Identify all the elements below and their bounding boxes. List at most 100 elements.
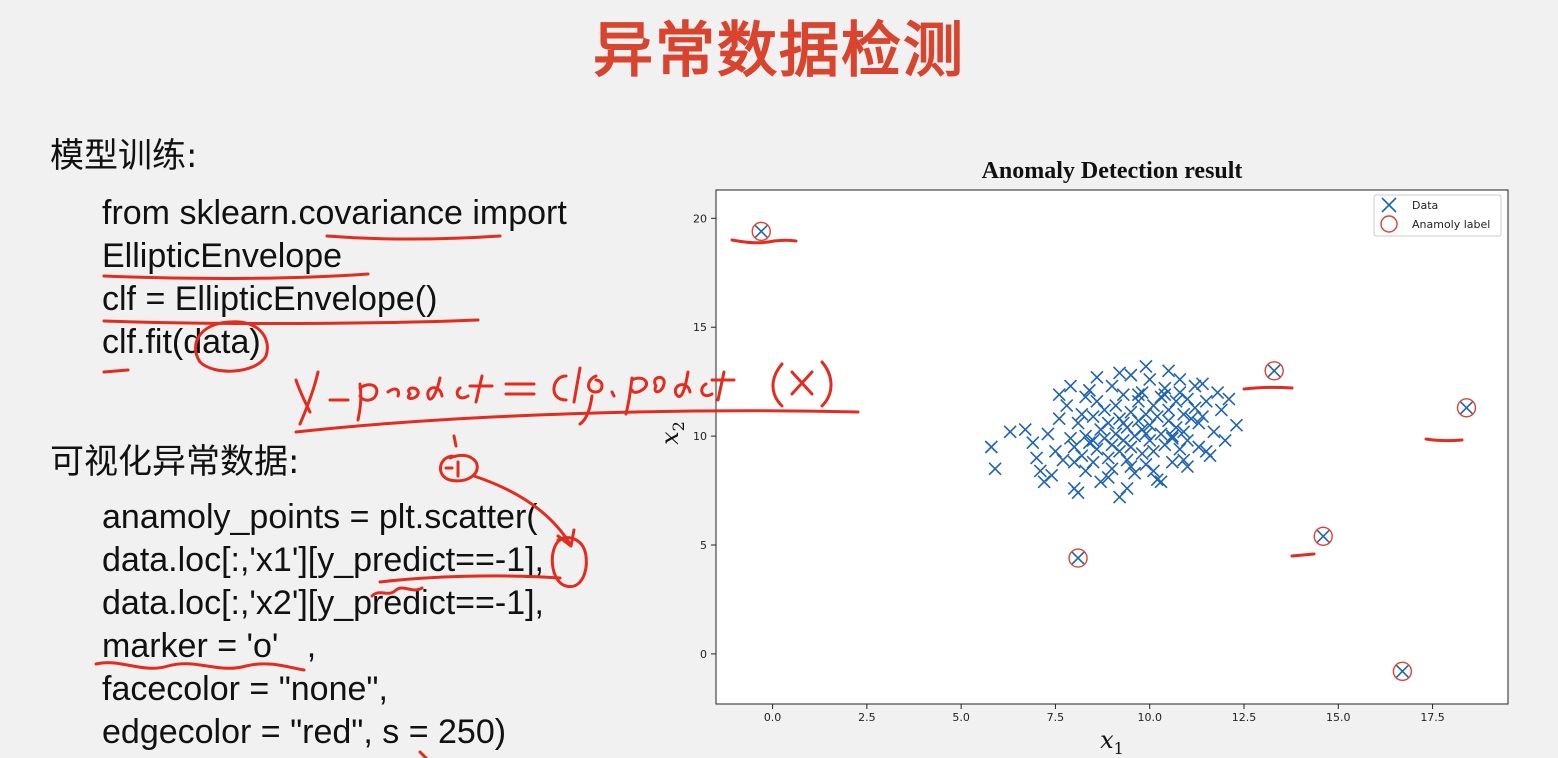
data-point bbox=[1041, 427, 1055, 441]
legend-box bbox=[1373, 194, 1502, 237]
data-point bbox=[1075, 407, 1089, 421]
data-point bbox=[1112, 366, 1127, 380]
data-point bbox=[1146, 399, 1161, 413]
data-point bbox=[1116, 388, 1130, 402]
code-line: data.loc[:,'x2'][y_predict==-1], bbox=[102, 584, 544, 622]
data-point bbox=[1154, 427, 1168, 441]
data-point bbox=[1165, 455, 1179, 469]
section-heading-visualize: 可视化异常数据: bbox=[50, 442, 300, 482]
x-tick-label: 12.5 bbox=[1232, 711, 1257, 724]
anomaly-circle bbox=[1392, 661, 1413, 682]
data-point bbox=[1158, 388, 1172, 402]
data-point bbox=[1146, 444, 1161, 458]
data-point bbox=[1124, 368, 1138, 382]
data-point bbox=[1018, 423, 1032, 437]
section-heading-model-training: 模型训练: bbox=[50, 136, 198, 176]
code-line: from sklearn.covariance import bbox=[102, 194, 567, 232]
data-point bbox=[1169, 394, 1183, 408]
data-point bbox=[1199, 394, 1213, 408]
code-line: marker = 'o' , bbox=[102, 627, 317, 665]
data-point bbox=[1165, 429, 1179, 443]
slide-title: 异常数据检测 bbox=[593, 16, 965, 86]
data-point bbox=[1071, 486, 1085, 500]
data-point bbox=[1135, 385, 1149, 400]
data-point bbox=[1090, 370, 1104, 384]
data-point bbox=[1139, 407, 1153, 421]
data-point bbox=[1158, 381, 1172, 395]
data-point bbox=[1173, 442, 1187, 456]
data-point bbox=[1177, 425, 1191, 439]
legend-label-data: Data bbox=[1412, 199, 1438, 212]
x-tick-label: 7.5 bbox=[1047, 711, 1065, 724]
data-point bbox=[1048, 444, 1062, 458]
data-point bbox=[1079, 429, 1093, 443]
data-point bbox=[1086, 433, 1100, 448]
x-tick-label: 15.0 bbox=[1326, 711, 1351, 724]
data-point bbox=[1094, 475, 1108, 489]
legend-data-marker bbox=[1381, 197, 1397, 213]
data-point bbox=[1150, 473, 1164, 487]
data-point bbox=[1180, 392, 1194, 406]
x-axis-label: x1 bbox=[1100, 726, 1124, 758]
data-point bbox=[1063, 379, 1078, 393]
data-point bbox=[1192, 416, 1206, 430]
x-tick-label: 0.0 bbox=[764, 711, 782, 724]
data-point bbox=[1071, 416, 1085, 430]
data-point bbox=[1086, 409, 1100, 424]
code-block-training: from sklearn.covariance import EllipticE… bbox=[102, 192, 567, 364]
data-point bbox=[1052, 412, 1066, 426]
data-point bbox=[1067, 455, 1081, 469]
data-point bbox=[984, 440, 998, 454]
data-point bbox=[754, 224, 768, 238]
data-point bbox=[1188, 379, 1202, 393]
y-tick-label: 20 bbox=[693, 212, 707, 225]
data-point bbox=[1150, 409, 1164, 424]
data-point bbox=[1124, 405, 1138, 419]
data-point bbox=[1207, 425, 1221, 439]
data-point bbox=[1101, 451, 1115, 465]
data-point bbox=[1090, 394, 1104, 408]
data-point bbox=[1267, 364, 1281, 378]
data-point bbox=[1162, 403, 1176, 417]
data-point bbox=[1214, 403, 1228, 417]
data-point bbox=[1143, 418, 1157, 432]
data-point bbox=[1082, 383, 1096, 397]
data-point bbox=[1211, 385, 1225, 400]
data-point bbox=[1112, 490, 1127, 504]
y-tick-label: 5 bbox=[700, 539, 707, 552]
data-point bbox=[1112, 444, 1127, 458]
legend-anomaly-marker bbox=[1380, 215, 1398, 233]
data-point bbox=[1060, 399, 1074, 413]
data-point bbox=[1056, 453, 1070, 467]
code-line: facecolor = "none", bbox=[102, 670, 388, 708]
data-point bbox=[1135, 446, 1149, 461]
data-point bbox=[1045, 468, 1059, 482]
anomaly-circle bbox=[1456, 398, 1477, 418]
data-point bbox=[1003, 425, 1017, 439]
code-line: edgecolor = "red", s = 250) bbox=[102, 713, 507, 751]
data-point bbox=[1071, 551, 1085, 565]
data-point bbox=[1222, 392, 1236, 406]
anomaly-circle bbox=[1313, 526, 1333, 546]
data-point bbox=[1105, 462, 1119, 476]
data-point bbox=[1195, 409, 1210, 424]
data-point bbox=[1165, 431, 1179, 445]
data-point bbox=[1229, 418, 1244, 432]
data-point bbox=[1109, 399, 1123, 413]
data-point bbox=[1177, 407, 1191, 421]
legend-label-anomaly: Anamoly label bbox=[1412, 218, 1490, 231]
data-point bbox=[1162, 364, 1176, 378]
chart-title: Anomaly Detection result bbox=[981, 158, 1243, 184]
data-point bbox=[1139, 359, 1153, 373]
data-point bbox=[1124, 440, 1138, 454]
data-point bbox=[1033, 464, 1047, 478]
data-point bbox=[1052, 388, 1066, 402]
data-point bbox=[1180, 460, 1194, 474]
data-point bbox=[1199, 444, 1213, 458]
data-point bbox=[1067, 440, 1081, 454]
data-point bbox=[1188, 401, 1202, 415]
data-point bbox=[1105, 379, 1119, 393]
data-point bbox=[1316, 529, 1330, 543]
data-point bbox=[1143, 372, 1157, 387]
data-point bbox=[1120, 453, 1134, 467]
